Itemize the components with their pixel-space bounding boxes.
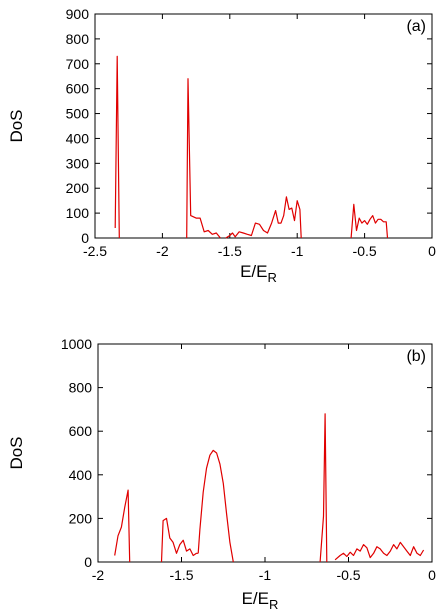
y-tick-label: 500 bbox=[66, 106, 90, 122]
x-tick-label: -1.5 bbox=[218, 243, 242, 259]
plot-frame bbox=[97, 343, 433, 563]
dos-line-segment-0-3 bbox=[350, 203, 389, 239]
x-axis-title-main: E/E bbox=[240, 262, 267, 281]
dos-line-segment-0-1 bbox=[160, 517, 199, 563]
x-tick-label: 0 bbox=[428, 567, 436, 583]
dos-line-segment-0-2 bbox=[197, 449, 234, 563]
panel-a: -2.5 -2 -1.5 -1 -0.5 0 0 100 200 300 400 500 600 700 8… bbox=[7, 6, 436, 285]
y-tick-label: 0 bbox=[84, 554, 92, 570]
x-tick-label: 0 bbox=[428, 243, 436, 259]
y-tick-label: 700 bbox=[66, 56, 90, 72]
x-axis-title-subscript: R bbox=[268, 270, 277, 285]
y-tick-label: 1000 bbox=[61, 336, 92, 352]
dos-line-segment-0-4 bbox=[334, 541, 425, 561]
x-tick-label: -2 bbox=[92, 567, 105, 583]
x-axis-title: E/ER bbox=[242, 589, 279, 612]
dos-line-segment-0-0 bbox=[114, 489, 131, 563]
y-tick-label: 0 bbox=[81, 230, 89, 246]
y-tick-label: 800 bbox=[66, 31, 90, 47]
y-tick-label: 400 bbox=[69, 467, 93, 483]
y-tick-label: 600 bbox=[69, 423, 93, 439]
dos-line-segment-0-0 bbox=[114, 55, 120, 239]
panel-label: (b) bbox=[406, 348, 426, 365]
y-tick-label: 100 bbox=[66, 205, 90, 221]
x-tick-label: -2 bbox=[156, 243, 169, 259]
x-axis-title: E/ER bbox=[240, 262, 277, 285]
x-tick-label: -2.5 bbox=[83, 243, 107, 259]
y-tick-label: 900 bbox=[66, 6, 90, 22]
y-axis-title: DoS bbox=[7, 109, 26, 142]
y-axis-title: DoS bbox=[7, 436, 26, 469]
x-axis-title-main: E/E bbox=[242, 589, 269, 608]
x-tick-label: -1 bbox=[259, 567, 272, 583]
y-tick-label: 200 bbox=[66, 180, 90, 196]
x-tick-label: -0.5 bbox=[336, 567, 360, 583]
plot-frame bbox=[94, 13, 433, 239]
x-tick-label: -0.5 bbox=[353, 243, 377, 259]
y-tick-label: 600 bbox=[66, 81, 90, 97]
x-tick-label: -1.5 bbox=[169, 567, 193, 583]
dos-line-segment-0-2 bbox=[225, 196, 302, 239]
dos-line-segment-0-3 bbox=[319, 413, 328, 563]
x-axis-title-subscript: R bbox=[269, 597, 278, 612]
panel-b: -2 -1.5 -1 -0.5 0 0 200 400 600 800 1000 DoS E/ER (b) bbox=[7, 336, 436, 612]
y-tick-label: 800 bbox=[69, 380, 93, 396]
panel-label: (a) bbox=[406, 18, 426, 35]
y-tick-label: 200 bbox=[69, 510, 93, 526]
dos-line-segment-0-1 bbox=[186, 78, 221, 239]
x-tick-label: -1 bbox=[291, 243, 304, 259]
y-tick-label: 400 bbox=[66, 130, 90, 146]
y-tick-label: 300 bbox=[66, 155, 90, 171]
